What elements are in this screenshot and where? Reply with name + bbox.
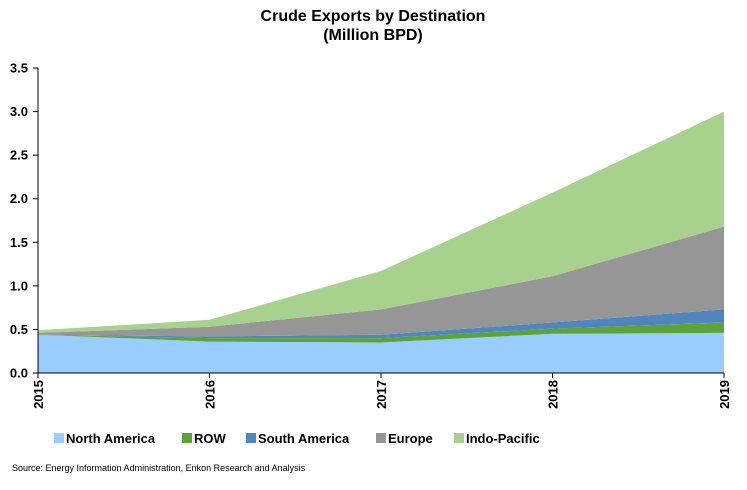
legend-label-north-america: North America xyxy=(66,431,156,446)
legend-label-south-america: South America xyxy=(258,431,350,446)
area-south-america xyxy=(38,309,724,339)
y-tick-label: 2.0 xyxy=(10,191,28,206)
x-tick-label: 2019 xyxy=(717,380,732,409)
area-indo-pacific xyxy=(38,111,724,333)
y-tick-label: 1.5 xyxy=(10,235,28,250)
legend-swatch-indo-pacific xyxy=(454,433,464,443)
axes-group: 0.0 0.5 1.0 1.5 2.0 2.5 3.0 3.5 2015 2016 2017 2018… xyxy=(10,61,732,409)
x-tick-label: 2016 xyxy=(203,380,218,409)
y-tick-label: 0.5 xyxy=(10,322,28,337)
legend-swatch-north-america xyxy=(54,433,64,443)
x-tick-label: 2017 xyxy=(374,380,389,409)
y-tick-label: 2.5 xyxy=(10,148,28,163)
legend-label-row: ROW xyxy=(194,431,227,446)
legend-swatch-europe xyxy=(376,433,386,443)
legend-swatch-row xyxy=(182,433,192,443)
y-tick-label: 0.0 xyxy=(10,366,28,381)
source-note: Source: Energy Information Administratio… xyxy=(12,463,306,473)
x-tick-label: 2015 xyxy=(31,380,46,409)
area-north-america xyxy=(38,332,724,373)
legend-swatch-south-america xyxy=(246,433,256,443)
x-tick-label: 2018 xyxy=(546,380,561,409)
area-series-group xyxy=(38,111,724,373)
legend-label-indo-pacific: Indo-Pacific xyxy=(466,431,540,446)
area-europe xyxy=(38,226,724,337)
area-row xyxy=(38,322,724,343)
legend: North America ROW South America Europe Indo-… xyxy=(54,431,540,446)
y-tick-label: 1.0 xyxy=(10,278,28,293)
chart-title: Crude Exports by Destination xyxy=(261,8,486,25)
chart-subtitle: (Million BPD) xyxy=(323,27,423,44)
legend-label-europe: Europe xyxy=(388,431,433,446)
y-tick-label: 3.0 xyxy=(10,104,28,119)
y-tick-label: 3.5 xyxy=(10,61,28,76)
